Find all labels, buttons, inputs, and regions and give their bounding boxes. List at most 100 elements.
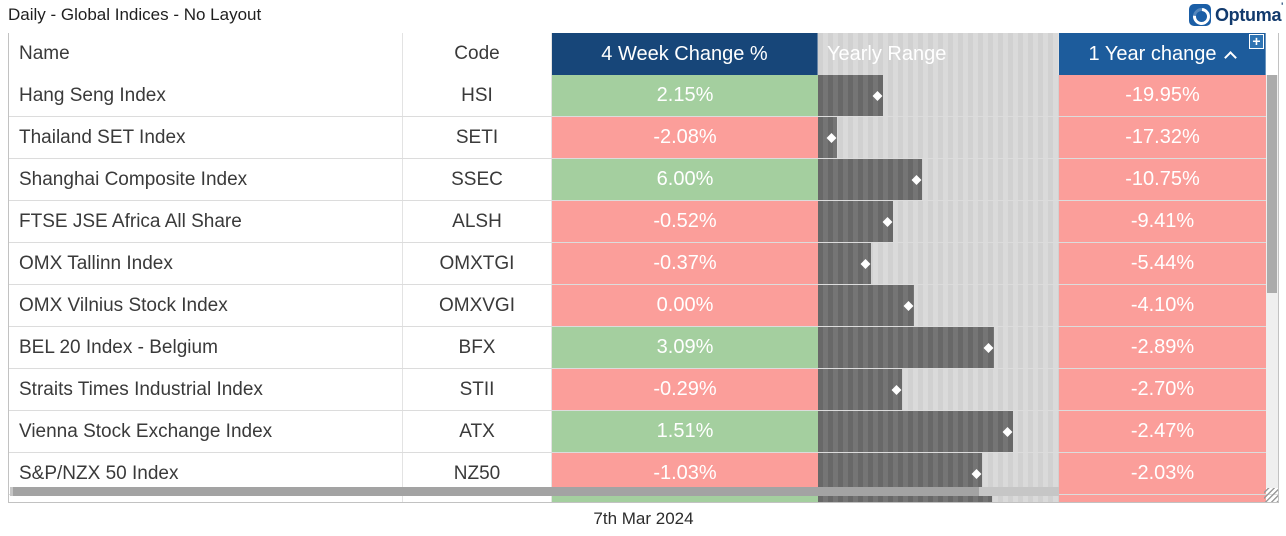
table-row[interactable]: FTSE JSE Africa All Share ALSH -0.52% -9… bbox=[9, 201, 1278, 243]
four-week-change-cell: -2.08% bbox=[552, 117, 818, 158]
four-week-change-cell: -0.52% bbox=[552, 201, 818, 242]
one-year-change-cell: -2.70% bbox=[1059, 369, 1266, 410]
yearly-range-bar bbox=[818, 411, 1014, 452]
page-title: Daily - Global Indices - No Layout bbox=[8, 5, 262, 24]
range-marker-diamond bbox=[826, 132, 837, 143]
range-marker-diamond bbox=[882, 216, 893, 227]
range-marker-diamond bbox=[983, 342, 994, 353]
yearly-range-cell bbox=[818, 285, 1059, 326]
column-header-code[interactable]: Code bbox=[403, 33, 552, 75]
table-row[interactable]: Straits Times Industrial Index STII -0.2… bbox=[9, 369, 1278, 411]
index-code-cell: OMXTGI bbox=[403, 243, 552, 284]
vertical-scrollbar-thumb[interactable] bbox=[1267, 75, 1277, 293]
range-marker-diamond bbox=[911, 174, 922, 185]
index-name-cell: BEL 20 Index - Belgium bbox=[9, 327, 403, 368]
table-row[interactable]: Shanghai Composite Index SSEC 6.00% -10.… bbox=[9, 159, 1278, 201]
yearly-range-bar bbox=[818, 327, 994, 368]
plus-icon: + bbox=[1252, 33, 1261, 49]
table-row[interactable]: BEL 20 Index - Belgium BFX 3.09% -2.89% bbox=[9, 327, 1278, 369]
partial-row-range-bar bbox=[818, 495, 992, 502]
indices-table: Name Code 4 Week Change % Yearly Range 1… bbox=[8, 33, 1279, 503]
header-scrollbar-spacer bbox=[1266, 33, 1278, 75]
yearly-range-cell bbox=[818, 201, 1059, 242]
one-year-change-cell: -2.03% bbox=[1059, 453, 1266, 494]
four-week-change-cell: -0.29% bbox=[552, 369, 818, 410]
yearly-range-bar bbox=[818, 285, 915, 326]
one-year-change-cell: -10.75% bbox=[1059, 159, 1266, 200]
index-code-cell bbox=[403, 495, 552, 502]
brand-trademark: ' bbox=[1281, 0, 1283, 11]
index-code-cell: STII bbox=[403, 369, 552, 410]
yearly-range-cell bbox=[818, 75, 1059, 116]
index-name-cell: OMX Vilnius Stock Index bbox=[9, 285, 403, 326]
index-code-cell: ATX bbox=[403, 411, 552, 452]
index-name-cell: Straits Times Industrial Index bbox=[9, 369, 403, 410]
horizontal-scrollbar-thumb[interactable] bbox=[13, 487, 979, 496]
range-marker-diamond bbox=[872, 90, 883, 101]
index-name-cell bbox=[9, 495, 403, 502]
table-row[interactable]: Hang Seng Index HSI 2.15% -19.95% bbox=[9, 75, 1278, 117]
index-name-cell: FTSE JSE Africa All Share bbox=[9, 201, 403, 242]
index-name-cell: Vienna Stock Exchange Index bbox=[9, 411, 403, 452]
column-header-yearly-range[interactable]: Yearly Range bbox=[818, 33, 1059, 75]
index-code-cell: HSI bbox=[403, 75, 552, 116]
column-header-name[interactable]: Name bbox=[9, 33, 403, 75]
resize-grip[interactable] bbox=[1264, 488, 1278, 502]
yearly-range-bar bbox=[818, 243, 872, 284]
four-week-change-cell: 1.51% bbox=[552, 411, 818, 452]
four-week-change-cell: -0.37% bbox=[552, 243, 818, 284]
table-row[interactable]: OMX Tallinn Index OMXTGI -0.37% -5.44% bbox=[9, 243, 1278, 285]
range-marker-diamond bbox=[1002, 426, 1013, 437]
horizontal-scrollbar[interactable] bbox=[10, 487, 1059, 496]
yearly-range-bar bbox=[818, 369, 903, 410]
one-year-change-cell: -4.10% bbox=[1059, 285, 1266, 326]
yearly-range-cell bbox=[818, 495, 1059, 502]
column-header-4-week-change[interactable]: 4 Week Change % bbox=[552, 33, 818, 75]
index-code-cell: SSEC bbox=[403, 159, 552, 200]
add-column-button[interactable]: + bbox=[1249, 34, 1264, 49]
index-name-cell: Thailand SET Index bbox=[9, 117, 403, 158]
index-code-cell: ALSH bbox=[403, 201, 552, 242]
table-row[interactable]: Vienna Stock Exchange Index ATX 1.51% -2… bbox=[9, 411, 1278, 453]
range-marker-diamond bbox=[971, 468, 982, 479]
one-year-change-cell: -5.44% bbox=[1059, 243, 1266, 284]
yearly-range-bar bbox=[818, 75, 884, 116]
index-name-cell: Shanghai Composite Index bbox=[9, 159, 403, 200]
vertical-scrollbar[interactable] bbox=[1266, 75, 1278, 488]
one-year-change-cell: -17.32% bbox=[1059, 117, 1266, 158]
yearly-range-bar bbox=[818, 117, 838, 158]
yearly-range-bar bbox=[818, 159, 922, 200]
column-header-1-year-change[interactable]: 1 Year change + bbox=[1059, 33, 1266, 75]
yearly-range-cell bbox=[818, 369, 1059, 410]
table-row-partial bbox=[9, 495, 1278, 502]
yearly-range-bar bbox=[818, 201, 893, 242]
table-row[interactable]: OMX Vilnius Stock Index OMXVGI 0.00% -4.… bbox=[9, 285, 1278, 327]
range-marker-diamond bbox=[891, 384, 902, 395]
index-code-cell: OMXVGI bbox=[403, 285, 552, 326]
one-year-change-cell bbox=[1059, 495, 1266, 502]
yearly-range-cell bbox=[818, 411, 1059, 452]
yearly-range-cell bbox=[818, 117, 1059, 158]
optuma-logo: Optuma' bbox=[1188, 0, 1283, 26]
brand-name: Optuma bbox=[1214, 4, 1282, 25]
index-code-cell: BFX bbox=[403, 327, 552, 368]
column-header-1-year-change-label: 1 Year change bbox=[1088, 42, 1217, 65]
range-marker-diamond bbox=[903, 300, 914, 311]
four-week-change-cell: 3.09% bbox=[552, 327, 818, 368]
date-footer: 7th Mar 2024 bbox=[593, 509, 694, 528]
four-week-change-cell: 6.00% bbox=[552, 159, 818, 200]
four-week-change-cell: 0.00% bbox=[552, 285, 818, 326]
index-code-cell: SETI bbox=[403, 117, 552, 158]
yearly-range-cell bbox=[818, 327, 1059, 368]
index-name-cell: OMX Tallinn Index bbox=[9, 243, 403, 284]
table-row[interactable]: Thailand SET Index SETI -2.08% -17.32% bbox=[9, 117, 1278, 159]
one-year-change-cell: -9.41% bbox=[1059, 201, 1266, 242]
range-marker-diamond bbox=[860, 258, 871, 269]
one-year-change-cell: -2.89% bbox=[1059, 327, 1266, 368]
yearly-range-cell bbox=[818, 159, 1059, 200]
four-week-change-cell: 2.15% bbox=[552, 75, 818, 116]
partial-row-change-cell bbox=[552, 495, 818, 502]
optuma-logo-icon bbox=[1188, 4, 1211, 26]
table-header-row: Name Code 4 Week Change % Yearly Range 1… bbox=[9, 33, 1278, 75]
sort-ascending-icon bbox=[1224, 50, 1238, 64]
